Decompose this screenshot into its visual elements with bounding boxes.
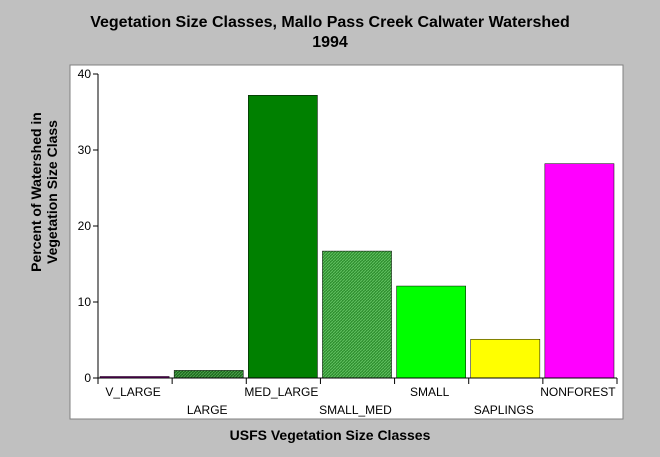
chart-title: Vegetation Size Classes, Mallo Pass Cree…	[90, 14, 570, 31]
y-tick-label: 40	[78, 67, 92, 81]
bar-nonforest	[544, 163, 615, 379]
x-tick-label-v-large: V_LARGE	[105, 385, 160, 399]
x-tick-label-nonforest: NONFOREST	[540, 385, 616, 399]
x-tick-label-med-large: MED_LARGE	[244, 385, 318, 399]
y-axis-label: Percent of Watershed in Vegetation Size …	[28, 72, 60, 312]
bar-med-large	[248, 95, 318, 379]
x-tick-label-small: SMALL	[410, 385, 450, 399]
y-axis-label-line2: Vegetation Size Class	[44, 120, 60, 264]
bar-large	[173, 370, 244, 379]
x-tick-label-large: LARGE	[187, 403, 228, 417]
bar-small-med	[322, 250, 392, 379]
bar-saplings	[470, 338, 541, 379]
y-axis-label-line1: Percent of Watershed in	[28, 112, 44, 272]
y-tick-label: 30	[78, 143, 92, 157]
y-tick-label: 20	[78, 219, 92, 233]
chart-subtitle: 1994	[312, 34, 348, 51]
x-tick-label-saplings: SAPLINGS	[474, 403, 534, 417]
y-tick-label: 0	[84, 371, 91, 385]
y-tick-label: 10	[78, 295, 92, 309]
x-tick-label-small-med: SMALL_MED	[319, 403, 392, 417]
x-axis-label: USFS Vegetation Size Classes	[229, 427, 431, 443]
bar-small	[396, 285, 466, 379]
